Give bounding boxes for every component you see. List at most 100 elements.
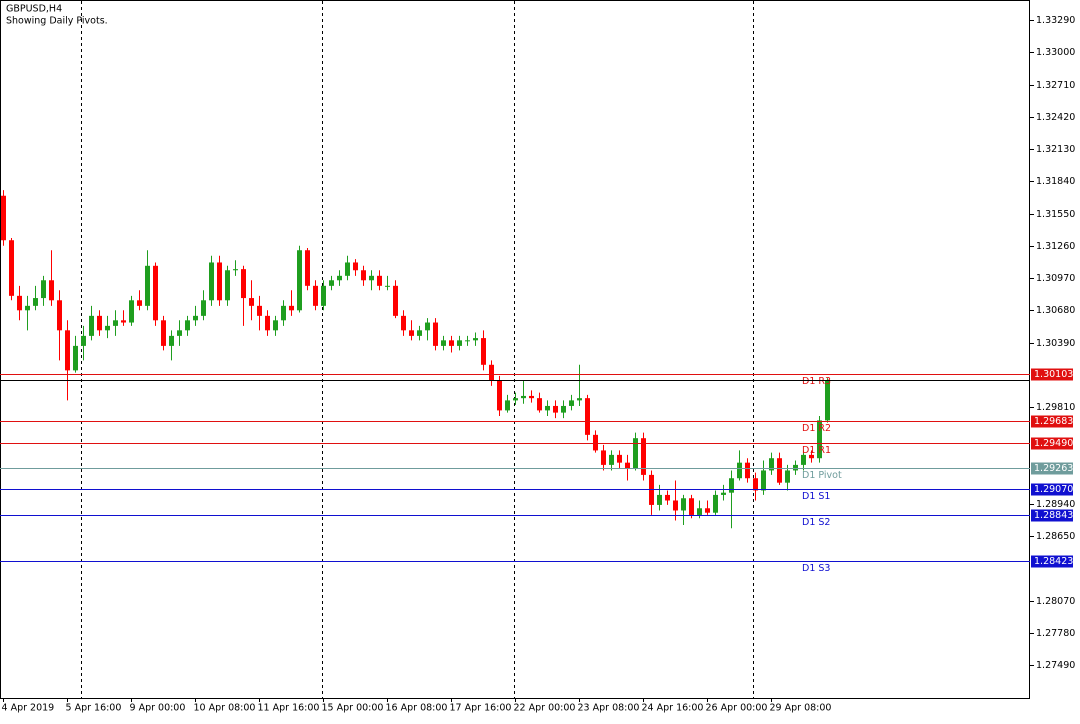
candle-body [809, 454, 814, 459]
candle-body [729, 478, 734, 493]
candle-body [57, 300, 62, 331]
candle-body [129, 300, 134, 323]
candle-body [1, 195, 6, 241]
candle-body [601, 450, 606, 465]
pivot-price-box [1031, 368, 1073, 381]
pivot-price-box [1031, 415, 1073, 428]
candle-body [273, 320, 278, 331]
y-tick-label: 1.31840 [1036, 176, 1075, 187]
y-tick-label: 1.30680 [1036, 305, 1075, 316]
pivot-name: D1 S1 [802, 491, 830, 502]
pivot-price-box [1031, 509, 1073, 522]
candle-body [505, 400, 510, 411]
pivot-price-label: 1.29263 [1034, 463, 1073, 474]
y-tick-label: 1.27490 [1036, 660, 1075, 671]
x-tick-label: 23 Apr 08:00 [578, 703, 640, 714]
candle-body [329, 280, 334, 286]
candle-body [33, 298, 38, 306]
candle-body [545, 405, 550, 411]
candle-body [673, 500, 678, 511]
pivot-price-label: 1.29683 [1034, 416, 1073, 427]
x-tick-label: 29 Apr 08:00 [770, 703, 832, 714]
candle-body [401, 315, 406, 331]
x-tick-label: 11 Apr 16:00 [258, 703, 320, 714]
candle-body [753, 478, 758, 491]
y-tick-label: 1.28070 [1036, 596, 1075, 607]
candle-body [193, 315, 198, 321]
candle-body [185, 320, 190, 331]
candle-body [713, 494, 718, 513]
candle-body [89, 315, 94, 336]
candle-body [705, 508, 710, 513]
y-tick-label: 1.28650 [1036, 531, 1075, 542]
candle-body [585, 398, 590, 435]
pivot-name: D1 Pivot [802, 470, 842, 481]
candle-body [609, 454, 614, 465]
candle-body [17, 295, 22, 311]
candle-body [289, 305, 294, 311]
candle-body [473, 338, 478, 341]
candle-body [353, 262, 358, 271]
candle-body [25, 305, 30, 311]
candle-body [409, 330, 414, 336]
pivot-price-box [1031, 483, 1073, 496]
pivot-name: D1 R2 [802, 423, 831, 434]
candle-body [169, 335, 174, 346]
candle-body [425, 322, 430, 331]
chart-subtitle: Showing Daily Pivots. [6, 16, 108, 27]
candle-body [529, 395, 534, 399]
x-tick-label: 5 Apr 16:00 [66, 703, 122, 714]
candle-body [257, 305, 262, 316]
candle-body [745, 462, 750, 479]
x-tick-label: 24 Apr 16:00 [642, 703, 704, 714]
candle-body [297, 250, 302, 311]
candle-body [537, 398, 542, 411]
x-tick-label: 9 Apr 00:00 [130, 703, 186, 714]
candle-body [321, 285, 326, 306]
pivot-price-box [1031, 437, 1073, 450]
x-tick-label: 16 Apr 08:00 [386, 703, 448, 714]
candle-body [785, 470, 790, 483]
x-tick-label: 4 Apr 2019 [2, 703, 55, 714]
candle-body [145, 265, 150, 306]
y-tick-label: 1.30390 [1036, 338, 1075, 349]
candle-body [449, 340, 454, 346]
pivot-price-box [1031, 462, 1073, 475]
candle-body [561, 405, 566, 413]
candle-body [441, 340, 446, 346]
candle-body [137, 300, 142, 306]
candle-body [569, 400, 574, 406]
pivot-price-label: 1.29070 [1034, 484, 1073, 495]
candle-body [233, 269, 238, 271]
candle-body [513, 398, 518, 401]
candle-body [433, 322, 438, 346]
candle-body [81, 335, 86, 346]
x-tick-label: 17 Apr 16:00 [450, 703, 512, 714]
candle-body [633, 438, 638, 469]
x-tick-label: 26 Apr 00:00 [706, 703, 768, 714]
candle-body [577, 398, 582, 401]
candle-body [361, 270, 366, 281]
candle-body [41, 280, 46, 299]
candle-body [689, 498, 694, 515]
candle-body [793, 464, 798, 471]
candle-body [817, 420, 822, 459]
x-tick-label: 10 Apr 08:00 [194, 703, 256, 714]
pivot-name: D1 R1 [802, 445, 831, 456]
candle-body [657, 494, 662, 505]
pivot-price-label: 1.28423 [1034, 556, 1073, 567]
candle-body [201, 300, 206, 316]
candle-body [177, 330, 182, 336]
candle-body [737, 462, 742, 479]
candle-body [161, 320, 166, 346]
y-tick-label: 1.32130 [1036, 144, 1075, 155]
candle-body [281, 305, 286, 321]
candle-body [465, 340, 470, 342]
candle-body [393, 285, 398, 316]
candle-body [593, 434, 598, 451]
y-tick-label: 1.33290 [1036, 15, 1075, 26]
candle-body [457, 340, 462, 346]
candle-body [49, 280, 54, 301]
candle-body [345, 262, 350, 276]
